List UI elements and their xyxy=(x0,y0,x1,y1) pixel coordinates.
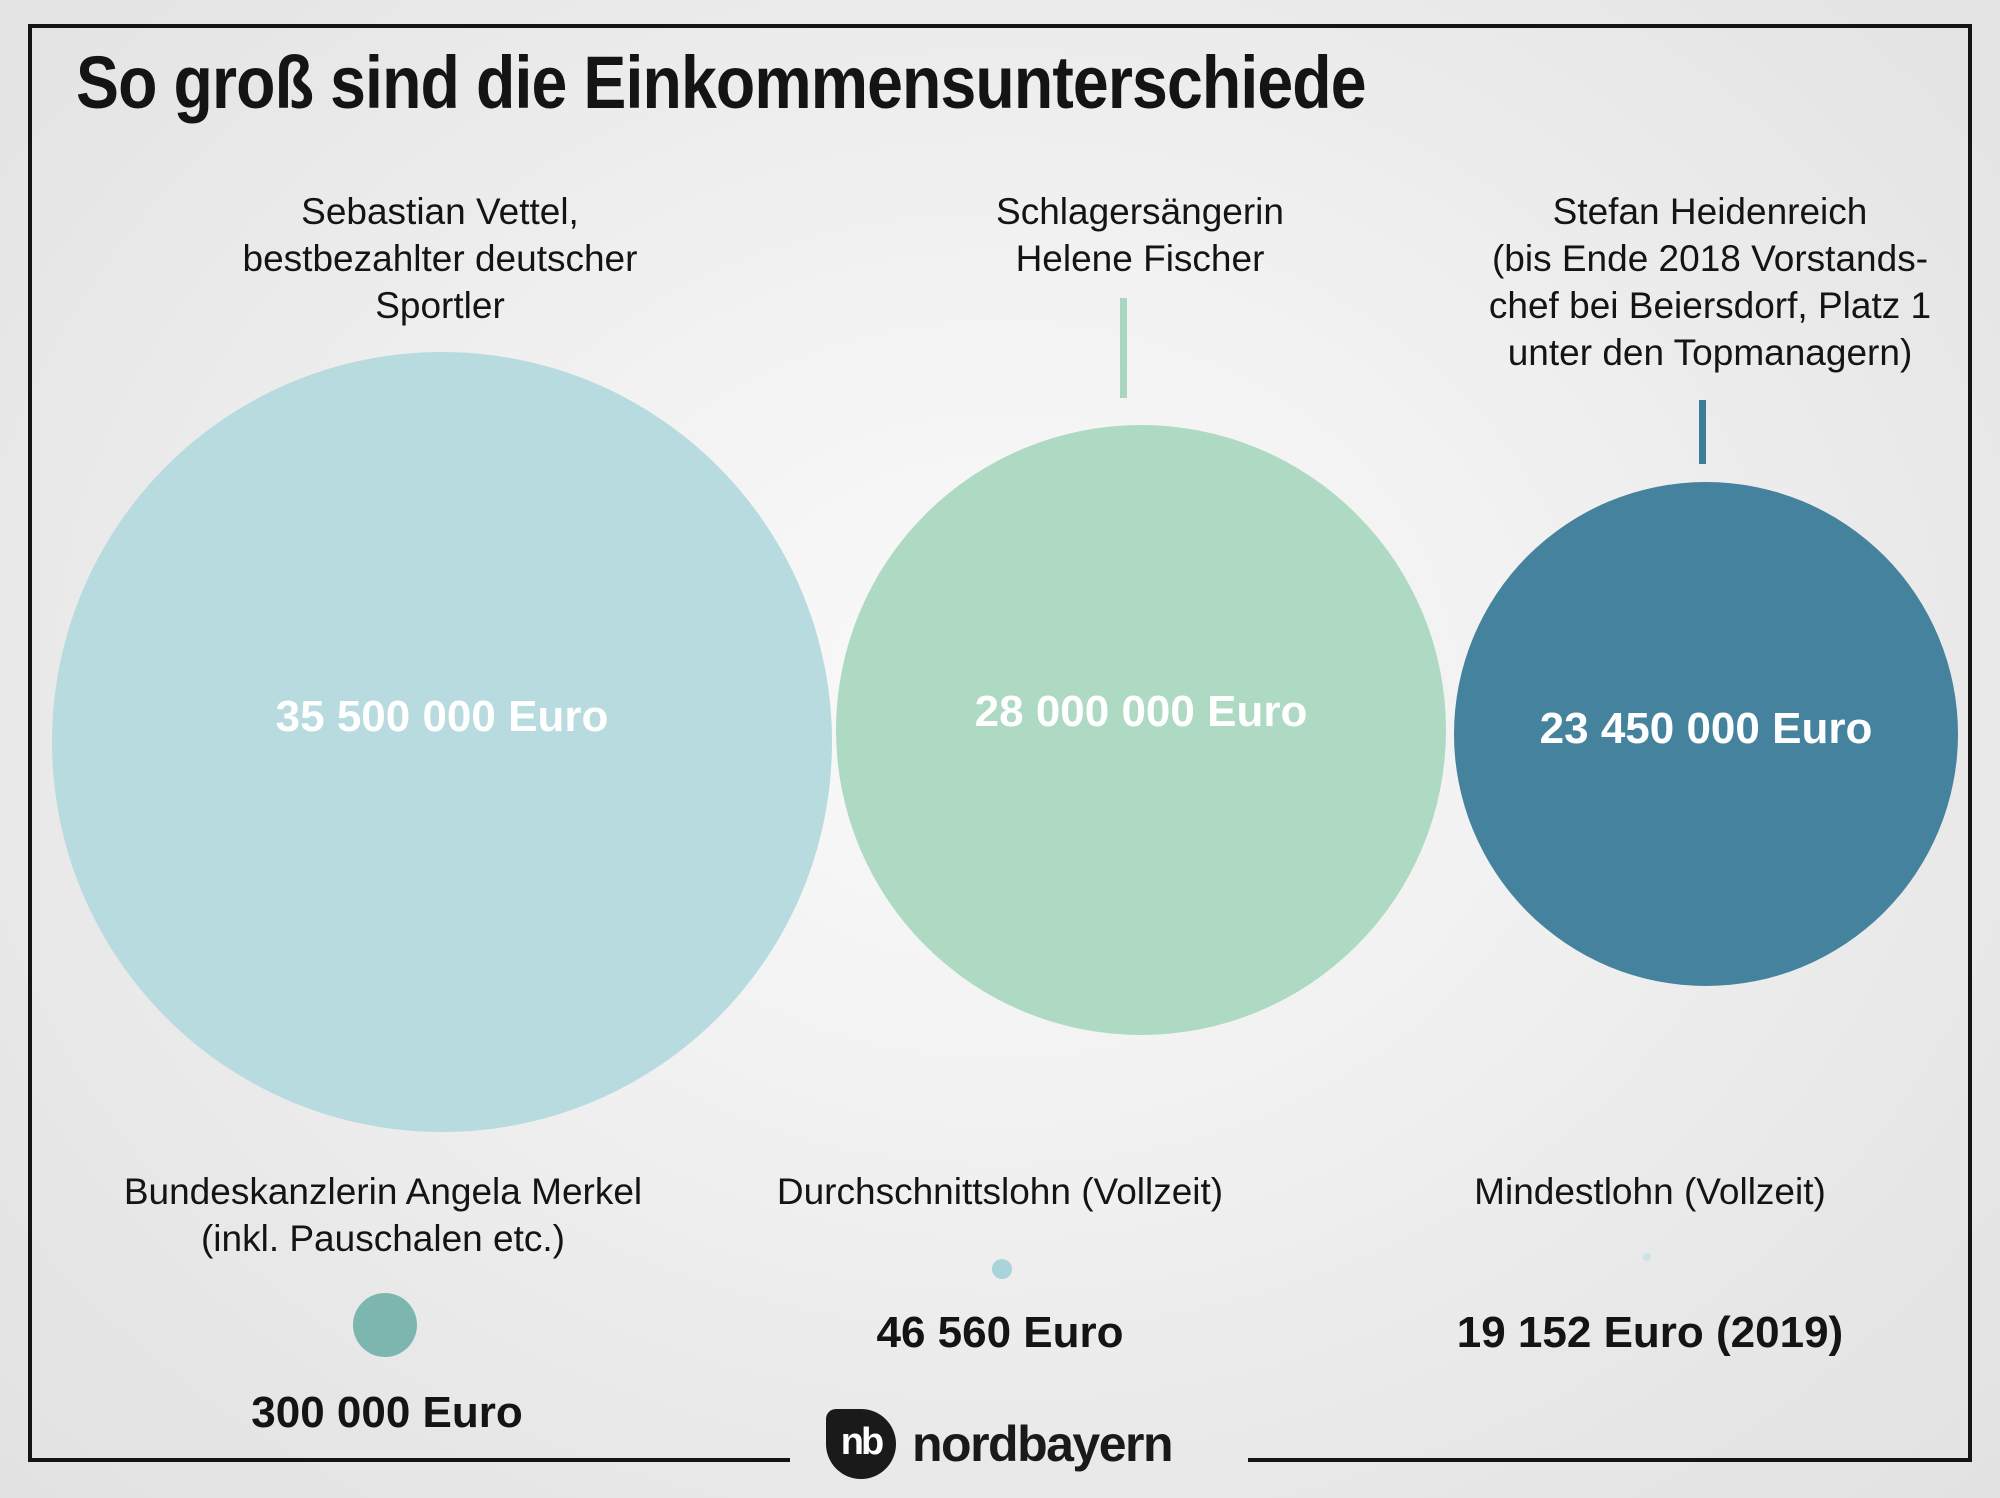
label-heidenreich: Stefan Heidenreich (bis Ende 2018 Vorsta… xyxy=(1488,191,1932,373)
label-durchschnittslohn: Durchschnittslohn (Vollzeit) xyxy=(776,1171,1224,1212)
value-mindestlohn: 19 152 Euro (2019) xyxy=(1456,1308,1844,1357)
connector-line-heidenreich xyxy=(1699,400,1706,464)
frame-border-bottom-right xyxy=(1248,1458,1972,1462)
bubble-heidenreich: 23 450 000 Euro xyxy=(1454,482,1958,986)
bubble-fischer: 28 000 000 Euro xyxy=(836,425,1446,1035)
bubble-mindestlohn xyxy=(1643,1253,1651,1261)
label-merkel: Bundeskanzlerin Angela Merkel (inkl. Pau… xyxy=(123,1171,643,1259)
value-durchschnittslohn: 46 560 Euro xyxy=(876,1308,1124,1357)
label-mindestlohn: Mindestlohn (Vollzeit) xyxy=(1474,1171,1826,1212)
nordbayern-logo-icon: nb xyxy=(826,1409,896,1479)
label-vettel: Sebastian Vettel, bestbezahlter deutsche… xyxy=(242,191,638,326)
frame-border-right xyxy=(1968,24,1972,1462)
bubble-vettel-value: 35 500 000 Euro xyxy=(275,692,609,741)
nordbayern-wordmark: nordbayern xyxy=(912,1416,1174,1472)
bubble-vettel: 35 500 000 Euro xyxy=(52,352,832,1132)
connector-line-fischer xyxy=(1120,298,1127,398)
value-merkel: 300 000 Euro xyxy=(251,1388,523,1437)
frame-border-top xyxy=(28,24,1972,28)
frame-border-bottom-left xyxy=(28,1458,790,1462)
frame-border-left xyxy=(28,24,32,1462)
bubble-heidenreich-value: 23 450 000 Euro xyxy=(1539,704,1873,753)
nordbayern-monogram: nb xyxy=(840,1420,884,1463)
bubble-durchschnittslohn xyxy=(992,1259,1012,1279)
bubble-fischer-value: 28 000 000 Euro xyxy=(974,687,1308,736)
label-fischer: Schlagersängerin Helene Fischer xyxy=(996,191,1284,279)
page-title: So groß sind die Einkommensunterschiede xyxy=(76,41,1367,124)
nordbayern-logo: nb nordbayern xyxy=(826,1408,1174,1480)
bubble-merkel xyxy=(353,1293,417,1357)
